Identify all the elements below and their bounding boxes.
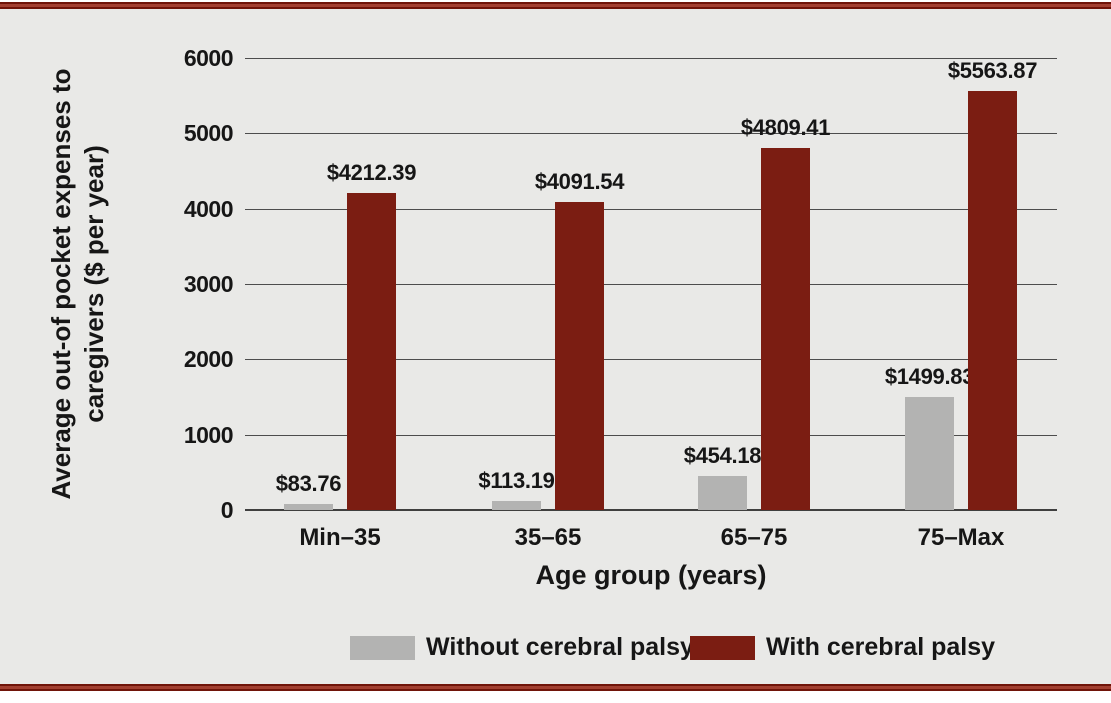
bar-without-cerebral-palsy-min-35 (284, 504, 333, 510)
bar-value-label-with-cerebral-palsy-75-max: $5563.87 (947, 58, 1038, 83)
y-tick-label-0: 0 (220, 497, 234, 523)
x-tick-label-min-35: Min–35 (299, 524, 381, 551)
bar-without-cerebral-palsy-35-65 (492, 501, 541, 510)
figure-bottom-rule (0, 684, 1111, 691)
legend-label-with-cp: With cerebral palsy (766, 633, 996, 661)
x-tick-label-35-65: 35–65 (514, 524, 582, 551)
x-axis-title: Age group (years) (535, 560, 767, 590)
y-axis-title: Average out-of pocket expenses to caregi… (45, 68, 111, 499)
legend-swatch-with-cp (690, 636, 755, 660)
bar-value-label-with-cerebral-palsy-35-65: $4091.54 (534, 169, 625, 194)
y-tick-label-5000: 5000 (183, 120, 234, 147)
y-tick-label-2000: 2000 (183, 346, 234, 373)
bar-with-cerebral-palsy-65-75 (761, 148, 810, 510)
y-axis-title-line1: Average out-of pocket expenses to (46, 68, 76, 500)
gridline-6000 (245, 58, 1057, 59)
x-tick-label-75-max: 75–Max (917, 524, 1005, 551)
bar-with-cerebral-palsy-75-max (968, 91, 1017, 510)
y-tick-label-4000: 4000 (183, 195, 234, 222)
y-tick-label-6000: 6000 (183, 45, 234, 71)
gridline-1000 (245, 434, 1057, 436)
y-tick-label-3000: 3000 (183, 271, 234, 297)
y-tick-label-1000: 1000 (183, 421, 234, 448)
gridline-3000 (245, 284, 1057, 285)
bar-with-cerebral-palsy-35-65 (555, 202, 604, 510)
figure-top-rule (0, 2, 1111, 9)
y-axis-title-line2: caregivers ($ per year) (79, 145, 109, 423)
gridline-5000 (245, 133, 1057, 135)
bar-without-cerebral-palsy-65-75 (698, 476, 747, 510)
bar-value-label-without-cerebral-palsy-65-75: $454.18 (683, 443, 762, 468)
bar-value-label-with-cerebral-palsy-65-75: $4809.41 (740, 115, 831, 140)
legend-swatch-without-cp (350, 636, 415, 660)
bar-value-label-without-cerebral-palsy-35-65: $113.19 (478, 468, 555, 493)
bar-value-label-with-cerebral-palsy-min-35: $4212.39 (326, 160, 417, 185)
legend-label-without-cp: Without cerebral palsy (426, 633, 694, 661)
gridline-2000 (245, 359, 1057, 361)
gridline-0 (245, 509, 1057, 511)
x-tick-label-65-75: 65–75 (720, 524, 788, 551)
bar-with-cerebral-palsy-min-35 (347, 193, 396, 510)
gridline-4000 (245, 208, 1057, 210)
bar-value-label-without-cerebral-palsy-min-35: $83.76 (275, 471, 342, 496)
bar-without-cerebral-palsy-75-max (905, 397, 954, 510)
bar-value-label-without-cerebral-palsy-75-max: $1499.83 (884, 364, 975, 389)
